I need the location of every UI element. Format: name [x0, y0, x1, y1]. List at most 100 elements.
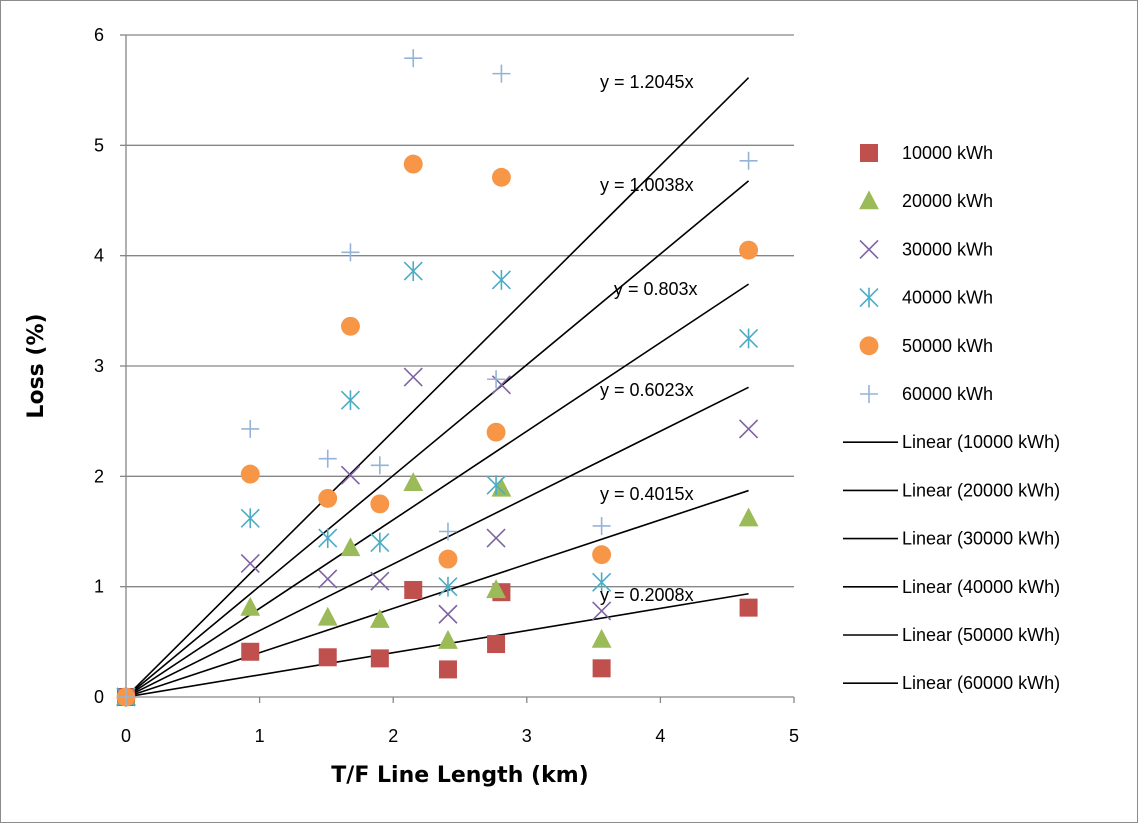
- trendline-equation: y = 0.803x: [614, 279, 698, 299]
- trendlines: [125, 77, 750, 698]
- data-point: [240, 464, 260, 484]
- legend-label: 10000 kWh: [902, 143, 993, 163]
- legend-label: 30000 kWh: [902, 239, 993, 259]
- data-point: [318, 449, 337, 468]
- legend-label: Linear (10000 kWh): [902, 432, 1060, 452]
- legend-label: Linear (50000 kWh): [902, 625, 1060, 645]
- y-tick-label: 5: [94, 135, 104, 155]
- trendline-equations: y = 0.2008x y = 0.4015x y = 0.6023x y = 0.8…: [600, 72, 698, 605]
- data-points: [116, 49, 759, 707]
- legend-label: Linear (30000 kWh): [902, 529, 1060, 549]
- data-point: [438, 549, 458, 569]
- data-point: [370, 649, 389, 668]
- data-point: [591, 628, 612, 648]
- data-point: [739, 598, 758, 617]
- legend: 10000 kWh 20000 kWh 30000 kWh 40000 kWh 5000…: [843, 143, 1060, 693]
- data-point: [438, 576, 458, 597]
- legend-marker: [859, 239, 879, 259]
- trendline: [125, 77, 750, 698]
- y-tick-label: 1: [94, 577, 104, 597]
- data-point: [318, 648, 337, 667]
- data-point: [592, 545, 612, 565]
- data-point: [438, 604, 458, 624]
- trendline-equation: y = 0.2008x: [600, 585, 694, 605]
- y-tick-label: 2: [94, 466, 104, 486]
- legend-marker: [859, 336, 879, 356]
- data-point: [370, 532, 390, 553]
- data-point: [403, 154, 423, 174]
- data-point: [438, 660, 457, 679]
- data-point: [318, 528, 338, 549]
- data-point: [240, 596, 261, 616]
- legend-label: Linear (60000 kWh): [902, 673, 1060, 693]
- y-axis-title: Loss (%): [24, 313, 49, 418]
- trendline-equation: y = 1.0038x: [600, 175, 694, 195]
- data-point: [592, 659, 611, 678]
- legend-label: 20000 kWh: [902, 191, 993, 211]
- tick-labels: 0 1 2 3 4 5 6 0 1 2 3 4 5: [94, 25, 799, 746]
- data-point: [117, 688, 135, 706]
- data-point: [486, 422, 506, 442]
- series-square: [117, 580, 758, 706]
- data-point: [369, 608, 390, 628]
- series-circle: [116, 154, 759, 707]
- data-point: [340, 316, 360, 336]
- x-tick-label: 4: [655, 726, 665, 746]
- data-point: [318, 488, 338, 508]
- data-point: [486, 475, 506, 496]
- legend-label: 40000 kWh: [902, 288, 993, 308]
- data-point: [370, 456, 389, 475]
- x-tick-label: 3: [522, 726, 532, 746]
- trendline-equation: y = 1.2045x: [600, 72, 694, 92]
- data-point: [341, 243, 360, 262]
- data-point: [486, 579, 506, 599]
- data-point: [438, 629, 458, 649]
- data-point: [739, 328, 759, 349]
- x-tick-label: 0: [121, 726, 131, 746]
- trendline: [125, 489, 749, 698]
- data-point: [491, 167, 511, 187]
- trendline: [125, 592, 749, 698]
- trendline: [125, 386, 749, 698]
- data-point: [340, 465, 361, 485]
- data-point: [240, 553, 260, 574]
- y-tick-label: 4: [94, 246, 104, 266]
- x-tick-label: 1: [255, 726, 265, 746]
- data-point: [438, 522, 457, 541]
- legend-label: 50000 kWh: [902, 336, 993, 356]
- trendline: [125, 283, 750, 698]
- x-tick-label: 2: [388, 726, 398, 746]
- gridlines: [126, 34, 794, 588]
- data-point: [240, 508, 260, 529]
- data-point: [370, 571, 390, 591]
- x-axis-title: T/F Line Length (km): [331, 763, 588, 788]
- data-point: [739, 240, 759, 260]
- data-point: [340, 390, 361, 411]
- data-point: [592, 601, 612, 621]
- data-point: [317, 606, 338, 626]
- data-point: [403, 367, 423, 387]
- data-point: [592, 572, 612, 593]
- y-tick-label: 0: [94, 687, 104, 707]
- data-point: [404, 49, 423, 68]
- x-tick-label: 5: [789, 726, 799, 746]
- trendline-equation: y = 0.4015x: [600, 484, 694, 504]
- data-point: [738, 507, 759, 527]
- trendline-equation: y = 0.6023x: [600, 380, 694, 400]
- series-plus: [117, 49, 758, 706]
- legend-marker: [860, 385, 878, 403]
- data-point: [487, 635, 506, 654]
- data-point: [340, 537, 361, 557]
- y-tick-label: 3: [94, 356, 104, 376]
- legend-marker: [859, 190, 879, 210]
- legend-label: Linear (40000 kWh): [902, 577, 1060, 597]
- legend-marker: [859, 287, 879, 308]
- legend-marker: [860, 144, 878, 162]
- data-point: [403, 472, 424, 492]
- data-point: [404, 580, 423, 599]
- series-x: [116, 367, 759, 707]
- data-point: [739, 151, 758, 170]
- trendline: [125, 180, 750, 698]
- data-point: [592, 516, 611, 535]
